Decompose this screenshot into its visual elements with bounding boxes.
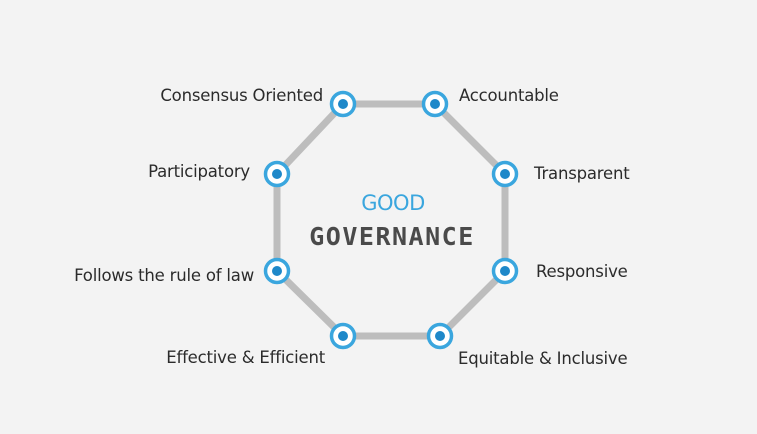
node-accountable	[421, 90, 449, 118]
label-responsive: Responsive	[536, 262, 628, 281]
label-equitable-inclusive: Equitable & Inclusive	[458, 349, 628, 368]
label-consensus-oriented: Consensus Oriented	[160, 86, 323, 105]
node-transparent	[491, 160, 519, 188]
title-governance: GOVERNANCE	[309, 222, 475, 251]
label-rule-of-law: Follows the rule of law	[74, 266, 254, 285]
label-accountable: Accountable	[459, 86, 559, 105]
node-rule-of-law	[263, 257, 291, 285]
octagon-outline	[273, 100, 509, 340]
label-transparent: Transparent	[534, 164, 630, 183]
node-consensus-oriented	[329, 90, 357, 118]
node-equitable-inclusive	[426, 322, 454, 350]
label-effective-efficient: Effective & Efficient	[166, 348, 325, 367]
label-participatory: Participatory	[148, 162, 250, 181]
node-responsive	[491, 257, 519, 285]
title-good: GOOD	[361, 191, 425, 215]
node-effective-efficient	[329, 322, 357, 350]
node-participatory	[263, 160, 291, 188]
